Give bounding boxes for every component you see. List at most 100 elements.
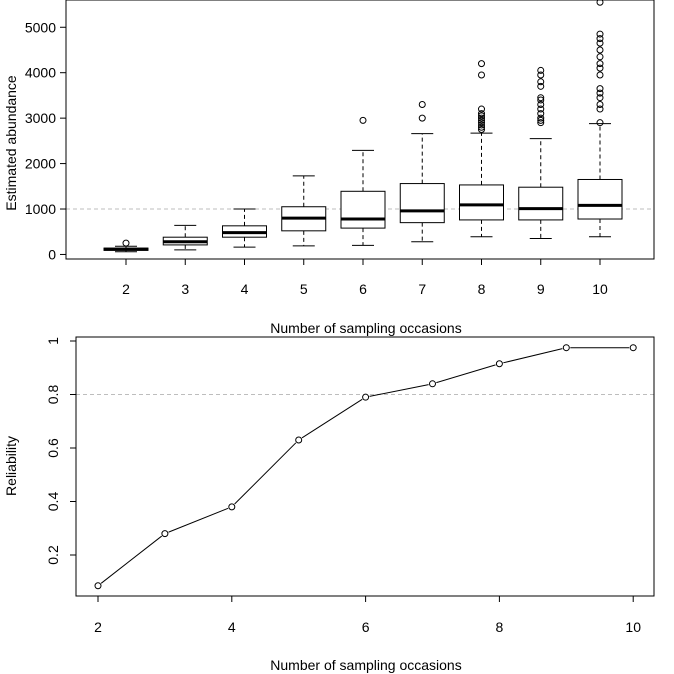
data-point [629, 344, 637, 352]
box-group-9 [518, 66, 564, 240]
y-tick-label: 5000 [25, 19, 56, 35]
outlier-point [478, 71, 485, 79]
boxplot-plot-area [103, 0, 623, 253]
y-axis: 0 1000 2000 3000 4000 5000 [25, 19, 66, 262]
outlier-point [596, 39, 604, 47]
x-tick-label: 9 [537, 281, 545, 297]
y-tick-label: 2000 [25, 156, 56, 172]
box-iqr [399, 183, 445, 224]
x-tick-label: 8 [478, 281, 486, 297]
outlier-point [478, 110, 485, 118]
box-group-10 [577, 0, 623, 238]
outlier-point [537, 101, 545, 109]
outlier-point [478, 60, 485, 68]
outlier-point [478, 121, 485, 129]
box-iqr [340, 190, 386, 229]
x-axis-label: Number of sampling occasions [270, 657, 461, 673]
outlier-point [596, 60, 604, 68]
outlier-point [537, 78, 545, 86]
x-tick-label: 2 [94, 619, 102, 635]
outlier-point [418, 114, 426, 122]
y-axis-label: Estimated abundance [3, 75, 19, 211]
box-group-8 [459, 60, 504, 238]
y-tick-label: 4000 [25, 65, 56, 81]
outlier-point [596, 53, 604, 61]
series-line-segment [301, 398, 363, 439]
reliability-panel: 0.2 0.4 0.6 0.8 1 2 4 6 8 10 Reliability Number … [3, 336, 655, 673]
outlier-point [596, 0, 604, 6]
x-tick-label: 6 [362, 619, 370, 635]
box-iqr [518, 186, 564, 221]
data-point [495, 360, 503, 368]
outlier-point [478, 126, 485, 133]
outlier-point [478, 112, 485, 120]
y-tick-label: 0.6 [45, 438, 61, 458]
box-group-5 [281, 175, 327, 247]
data-point [295, 436, 303, 444]
outlier-point [478, 123, 485, 131]
x-axis: 2 4 6 8 10 [94, 596, 641, 635]
outlier-point [596, 71, 604, 79]
x-tick-label: 10 [592, 281, 608, 297]
outlier-point [537, 71, 545, 79]
outlier-point [596, 46, 604, 54]
outlier-point [537, 116, 545, 124]
y-axis: 0.2 0.4 0.6 0.8 1 [45, 337, 76, 565]
y-axis-label: Reliability [3, 436, 19, 496]
outlier-point [596, 64, 604, 72]
box-iqr [459, 184, 504, 221]
data-point [161, 530, 169, 538]
data-point [562, 344, 570, 352]
data-point [429, 380, 436, 388]
box-group-4 [222, 208, 267, 248]
outlier-point [478, 119, 485, 127]
box-group-6 [340, 116, 386, 246]
x-tick-label: 4 [241, 281, 249, 297]
y-tick-label: 0.2 [45, 545, 61, 565]
outlier-point [596, 101, 604, 109]
y-tick-label: 3000 [25, 110, 56, 126]
outlier-point [537, 110, 545, 118]
data-point [228, 503, 236, 511]
outlier-point [478, 116, 485, 124]
outlier-point [478, 105, 485, 113]
outlier-point [537, 119, 545, 127]
outlier-point [596, 35, 604, 43]
data-point [94, 582, 102, 590]
outlier-point [537, 105, 545, 113]
x-tick-label: 3 [181, 281, 189, 297]
reliability-plot-area [94, 344, 637, 590]
x-tick-label: 4 [228, 619, 236, 635]
outlier-point [537, 96, 545, 104]
y-tick-label: 1000 [25, 201, 56, 217]
outlier-point [537, 114, 545, 122]
y-tick-label: 1 [45, 337, 61, 345]
outlier-point [537, 82, 545, 90]
x-tick-label: 10 [625, 619, 641, 635]
outlier-point [596, 94, 604, 102]
box-iqr [577, 178, 623, 220]
outlier-point [596, 119, 604, 127]
outlier-point [537, 94, 545, 102]
outlier-point [596, 30, 604, 38]
outlier-point [478, 114, 485, 122]
box-group-3 [162, 224, 208, 251]
x-tick-label: 8 [496, 619, 504, 635]
outlier-point [122, 239, 130, 247]
x-tick-label: 6 [359, 281, 367, 297]
x-tick-label: 2 [122, 281, 130, 297]
outlier-point [359, 116, 367, 124]
outlier-point [537, 66, 545, 74]
outlier-point [418, 101, 426, 109]
x-axis: 2 3 4 5 6 7 8 9 10 [122, 259, 608, 297]
outlier-point [596, 85, 604, 93]
series-line-segment [168, 507, 229, 533]
x-axis-label: Number of sampling occasions [270, 320, 461, 336]
boxplot-panel: 0 1000 2000 3000 4000 5000 2 3 4 5 6 7 8 9 10 Estimat… [3, 0, 655, 336]
x-tick-label: 7 [418, 281, 426, 297]
series-line-segment [436, 364, 496, 384]
y-tick-label: 0.8 [45, 385, 61, 405]
x-tick-label: 5 [300, 281, 308, 297]
box-group-2 [103, 239, 149, 253]
